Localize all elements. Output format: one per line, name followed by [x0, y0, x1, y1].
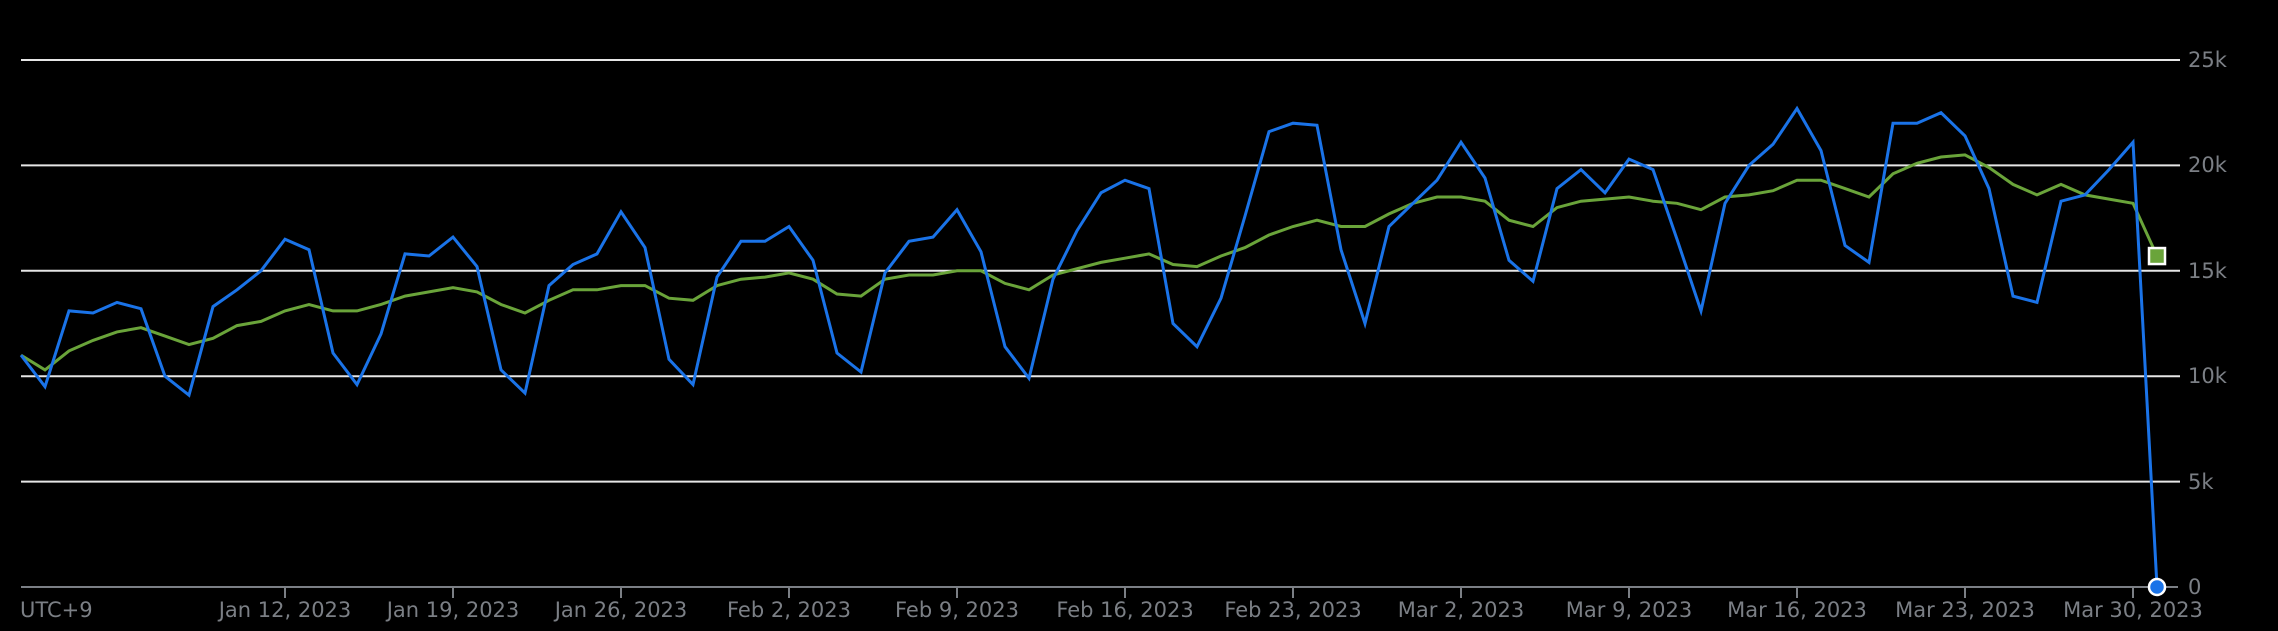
x-tick-label: Feb 16, 2023: [1056, 598, 1194, 622]
x-tick-label: Feb 23, 2023: [1224, 598, 1362, 622]
x-tick-label: Mar 23, 2023: [1895, 598, 2035, 622]
end-point-square-icon: [2147, 246, 2167, 266]
y-tick-label: 20k: [2188, 153, 2227, 178]
x-tick-label: Mar 2, 2023: [1397, 598, 1525, 622]
x-tick-label: Mar 9, 2023: [1565, 598, 1693, 622]
x-tick-label: Jan 19, 2023: [386, 598, 520, 622]
x-tick-label: Feb 9, 2023: [894, 598, 1020, 622]
x-tick-label: Jan 26, 2023: [554, 598, 688, 622]
series-line-daily: [19, 105, 2159, 588]
series-line-moving-average: [20, 153, 2159, 372]
y-tick-label: 10k: [2188, 364, 2227, 389]
x-tick-label: Feb 2, 2023: [726, 598, 852, 622]
y-tick-label: 0: [2188, 575, 2202, 599]
y-tick-label: 15k: [2188, 258, 2227, 283]
x-tick-label: Mar 30, 2023: [2063, 598, 2203, 622]
x-tick-label: Jan 12, 2023: [218, 598, 352, 622]
y-tick-label: 5k: [2188, 469, 2214, 494]
timezone-label: UTC+9: [20, 598, 93, 622]
end-point-circle-icon: [2147, 577, 2167, 597]
y-tick-label: 25k: [2188, 48, 2227, 72]
x-tick-label: Mar 16, 2023: [1727, 598, 1867, 622]
